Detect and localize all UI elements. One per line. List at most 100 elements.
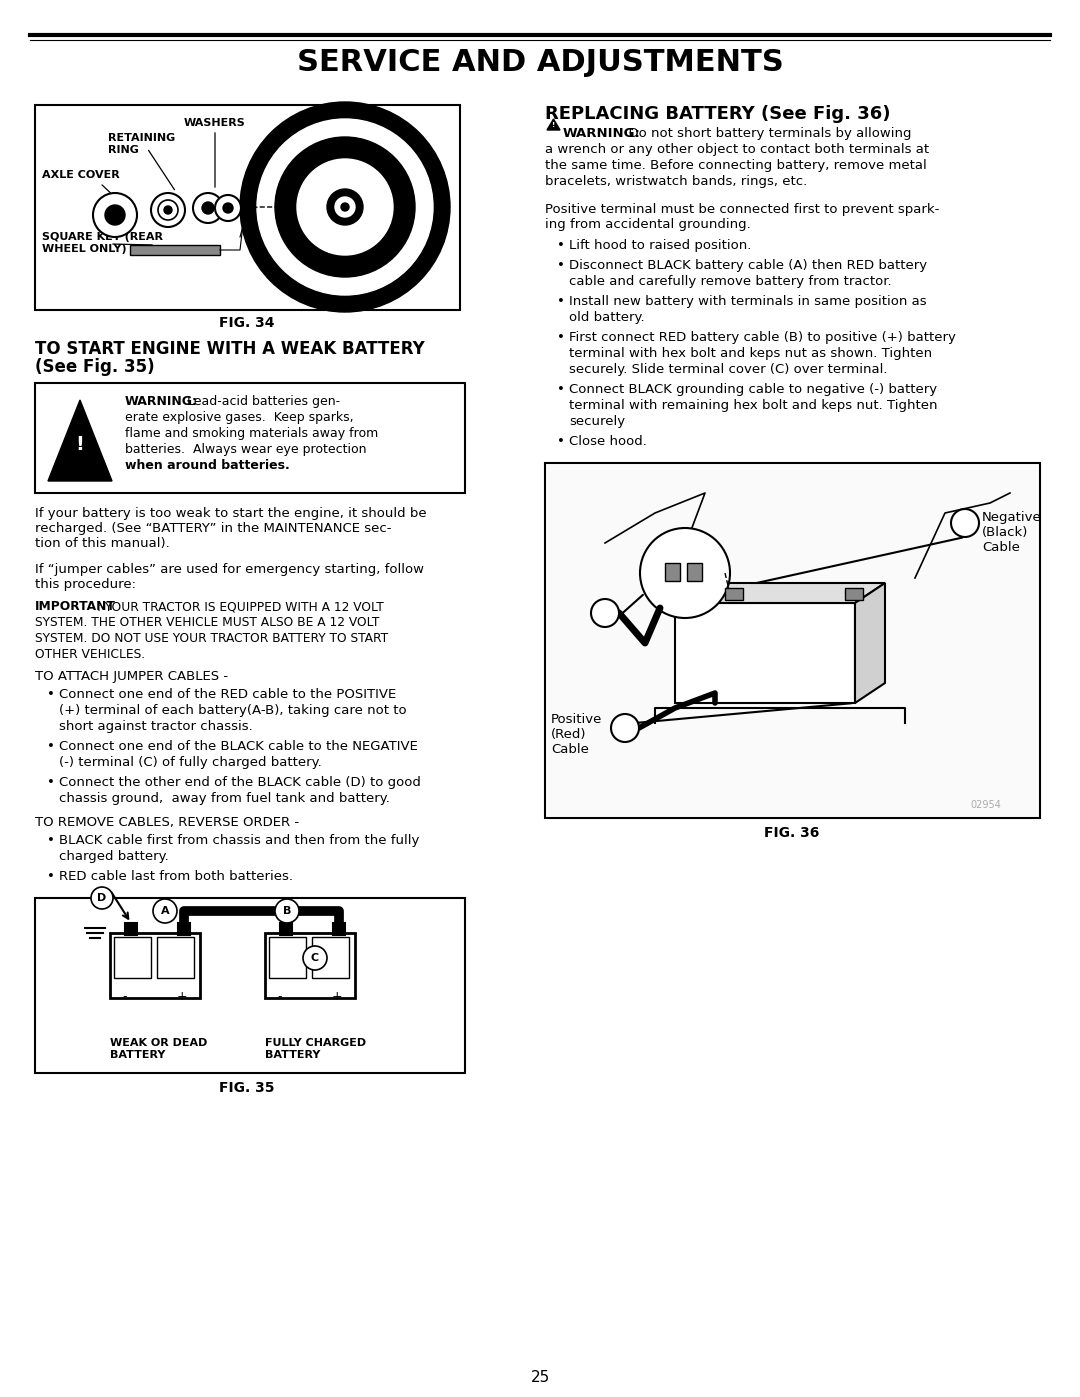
Text: A: A — [959, 514, 971, 532]
Text: WARNING:: WARNING: — [563, 127, 640, 140]
Bar — [687, 563, 702, 581]
Polygon shape — [855, 583, 885, 703]
Text: cable and carefully remove battery from tractor.: cable and carefully remove battery from … — [569, 275, 892, 288]
Bar — [675, 604, 855, 703]
Text: WEAK OR DEAD
BATTERY: WEAK OR DEAD BATTERY — [110, 1038, 207, 1059]
Text: •: • — [557, 434, 565, 448]
Text: BLACK cable first from chassis and then from the fully: BLACK cable first from chassis and then … — [59, 834, 419, 847]
Text: FIG. 34: FIG. 34 — [219, 316, 274, 330]
Circle shape — [257, 119, 433, 295]
Bar — [546, 465, 1038, 816]
Text: RED cable last from both batteries.: RED cable last from both batteries. — [59, 870, 293, 883]
Bar — [269, 937, 306, 978]
Text: •: • — [48, 775, 55, 789]
Circle shape — [611, 714, 639, 742]
Polygon shape — [675, 583, 885, 604]
Text: flame and smoking materials away from: flame and smoking materials away from — [125, 427, 378, 440]
Text: Install new battery with terminals in same position as: Install new battery with terminals in sa… — [569, 295, 927, 307]
Text: the same time. Before connecting battery, remove metal: the same time. Before connecting battery… — [545, 159, 927, 172]
Circle shape — [91, 887, 113, 909]
Circle shape — [222, 203, 233, 212]
Text: short against tractor chassis.: short against tractor chassis. — [59, 719, 253, 733]
Text: Positive terminal must be connected first to prevent spark-
ing from accidental : Positive terminal must be connected firs… — [545, 203, 940, 231]
Text: Connect one end of the RED cable to the POSITIVE: Connect one end of the RED cable to the … — [59, 687, 396, 701]
Bar — [130, 244, 220, 256]
Bar — [265, 933, 355, 997]
Text: C: C — [311, 953, 319, 963]
Circle shape — [335, 197, 355, 217]
Text: !: ! — [552, 122, 555, 129]
Text: WARNING:: WARNING: — [125, 395, 198, 408]
Circle shape — [151, 193, 185, 226]
Text: Close hood.: Close hood. — [569, 434, 647, 448]
Text: (+) terminal of each battery(A-B), taking care not to: (+) terminal of each battery(A-B), takin… — [59, 704, 407, 717]
Text: If “jumper cables” are used for emergency starting, follow
this procedure:: If “jumper cables” are used for emergenc… — [35, 563, 424, 591]
Text: SYSTEM. DO NOT USE YOUR TRACTOR BATTERY TO START: SYSTEM. DO NOT USE YOUR TRACTOR BATTERY … — [35, 631, 388, 645]
Text: SYSTEM. THE OTHER VEHICLE MUST ALSO BE A 12 VOLT: SYSTEM. THE OTHER VEHICLE MUST ALSO BE A… — [35, 616, 379, 629]
Text: IMPORTANT: IMPORTANT — [35, 599, 116, 613]
Text: •: • — [557, 331, 565, 344]
Circle shape — [105, 205, 125, 225]
Text: •: • — [557, 239, 565, 251]
Bar — [35, 898, 465, 1073]
Bar — [665, 563, 680, 581]
Text: TO ATTACH JUMPER CABLES -: TO ATTACH JUMPER CABLES - — [35, 671, 228, 683]
Text: erate explosive gases.  Keep sparks,: erate explosive gases. Keep sparks, — [125, 411, 353, 425]
Bar — [125, 923, 137, 935]
Circle shape — [158, 200, 178, 219]
Bar — [110, 933, 200, 997]
Text: OTHER VEHICLES.: OTHER VEHICLES. — [35, 648, 145, 661]
Bar — [114, 937, 151, 978]
Text: WASHERS: WASHERS — [184, 117, 246, 129]
Circle shape — [591, 599, 619, 627]
Text: 02954: 02954 — [970, 800, 1001, 810]
Bar — [333, 923, 345, 935]
Bar — [845, 588, 863, 599]
Circle shape — [275, 137, 415, 277]
Text: •: • — [557, 383, 565, 395]
Text: TO REMOVE CABLES, REVERSE ORDER -: TO REMOVE CABLES, REVERSE ORDER - — [35, 816, 299, 828]
Polygon shape — [48, 400, 112, 481]
Circle shape — [341, 203, 349, 211]
Bar — [280, 923, 292, 935]
Text: chassis ground,  away from fuel tank and battery.: chassis ground, away from fuel tank and … — [59, 792, 390, 805]
Text: A: A — [161, 907, 170, 916]
Circle shape — [215, 196, 241, 221]
Text: Positive
(Red)
Cable: Positive (Red) Cable — [551, 712, 603, 756]
Text: C: C — [599, 604, 611, 622]
Text: -: - — [123, 990, 127, 1003]
Text: FULLY CHARGED
BATTERY: FULLY CHARGED BATTERY — [265, 1038, 366, 1059]
Text: !: ! — [76, 436, 84, 454]
Text: SERVICE AND ADJUSTMENTS: SERVICE AND ADJUSTMENTS — [297, 47, 783, 77]
Text: •: • — [557, 258, 565, 272]
Text: •: • — [48, 834, 55, 847]
Circle shape — [275, 900, 299, 923]
Bar — [35, 383, 465, 493]
Text: FIG. 36: FIG. 36 — [765, 826, 820, 840]
Text: Connect one end of the BLACK cable to the NEGATIVE: Connect one end of the BLACK cable to th… — [59, 740, 418, 753]
Text: securely. Slide terminal cover (C) over terminal.: securely. Slide terminal cover (C) over … — [569, 363, 888, 376]
Text: B: B — [283, 907, 292, 916]
Circle shape — [193, 193, 222, 224]
Circle shape — [951, 509, 978, 536]
Text: (See Fig. 35): (See Fig. 35) — [35, 358, 154, 376]
Text: Lift hood to raised position.: Lift hood to raised position. — [569, 239, 752, 251]
Text: terminal with remaining hex bolt and keps nut. Tighten: terminal with remaining hex bolt and kep… — [569, 400, 937, 412]
Text: +: + — [332, 990, 342, 1003]
Text: -: - — [278, 990, 282, 1003]
Text: D: D — [97, 893, 107, 902]
Text: +: + — [177, 990, 187, 1003]
Circle shape — [640, 528, 730, 617]
Text: old battery.: old battery. — [569, 312, 645, 324]
Text: : YOUR TRACTOR IS EQUIPPED WITH A 12 VOLT: : YOUR TRACTOR IS EQUIPPED WITH A 12 VOL… — [97, 599, 383, 613]
Text: when around batteries.: when around batteries. — [125, 460, 289, 472]
Text: •: • — [557, 295, 565, 307]
Bar — [312, 937, 349, 978]
Text: •: • — [48, 687, 55, 701]
Bar — [157, 937, 194, 978]
Polygon shape — [546, 119, 561, 130]
Circle shape — [240, 102, 450, 312]
Text: First connect RED battery cable (B) to positive (+) battery: First connect RED battery cable (B) to p… — [569, 331, 956, 344]
Text: Connect the other end of the BLACK cable (D) to good: Connect the other end of the BLACK cable… — [59, 775, 421, 789]
Bar — [178, 923, 190, 935]
